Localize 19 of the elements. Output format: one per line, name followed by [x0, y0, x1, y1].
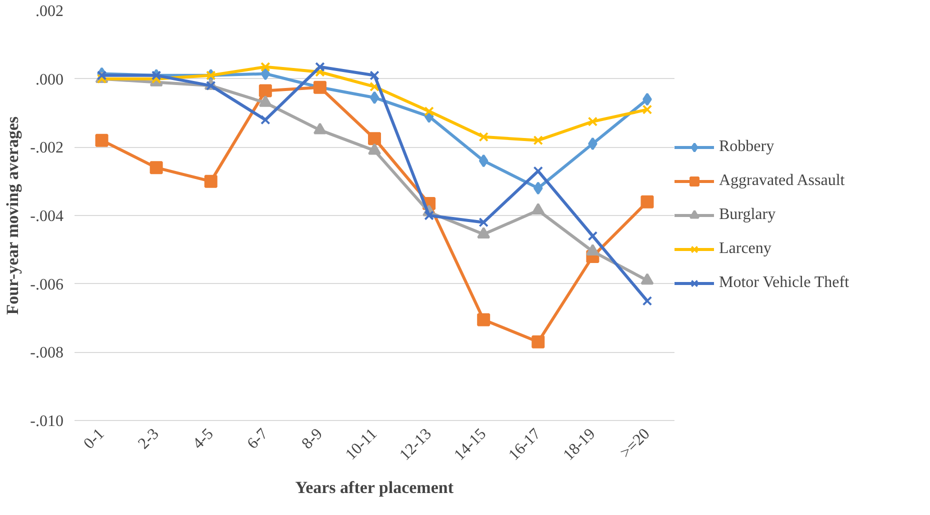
- x-tick-label: 6-7: [244, 425, 272, 453]
- x-tick-label: 4-5: [190, 425, 217, 453]
- y-axis-title: Four-year moving averages: [3, 116, 22, 315]
- legend-label: Motor Vehicle Theft: [719, 274, 850, 292]
- legend-label: Larceny: [719, 240, 772, 258]
- y-tick-label: -.004: [30, 208, 64, 225]
- x-axis-title: Years after placement: [295, 478, 454, 497]
- legend-label: Robbery: [719, 138, 774, 156]
- y-tick-label: -.002: [30, 140, 64, 157]
- y-tick-label: -.006: [30, 276, 64, 294]
- legend-label: Burglary: [719, 206, 776, 224]
- y-tick-label: .000: [36, 71, 64, 88]
- y-tick-label: .002: [36, 3, 64, 20]
- y-tick-label: -.008: [30, 344, 64, 362]
- x-tick-label: 0-1: [80, 425, 108, 453]
- legend-label: Aggravated Assault: [719, 172, 845, 190]
- x-tick-label: 2-3: [135, 425, 162, 453]
- x-tick-label: 8-9: [298, 425, 326, 453]
- y-tick-label: -.010: [30, 413, 64, 430]
